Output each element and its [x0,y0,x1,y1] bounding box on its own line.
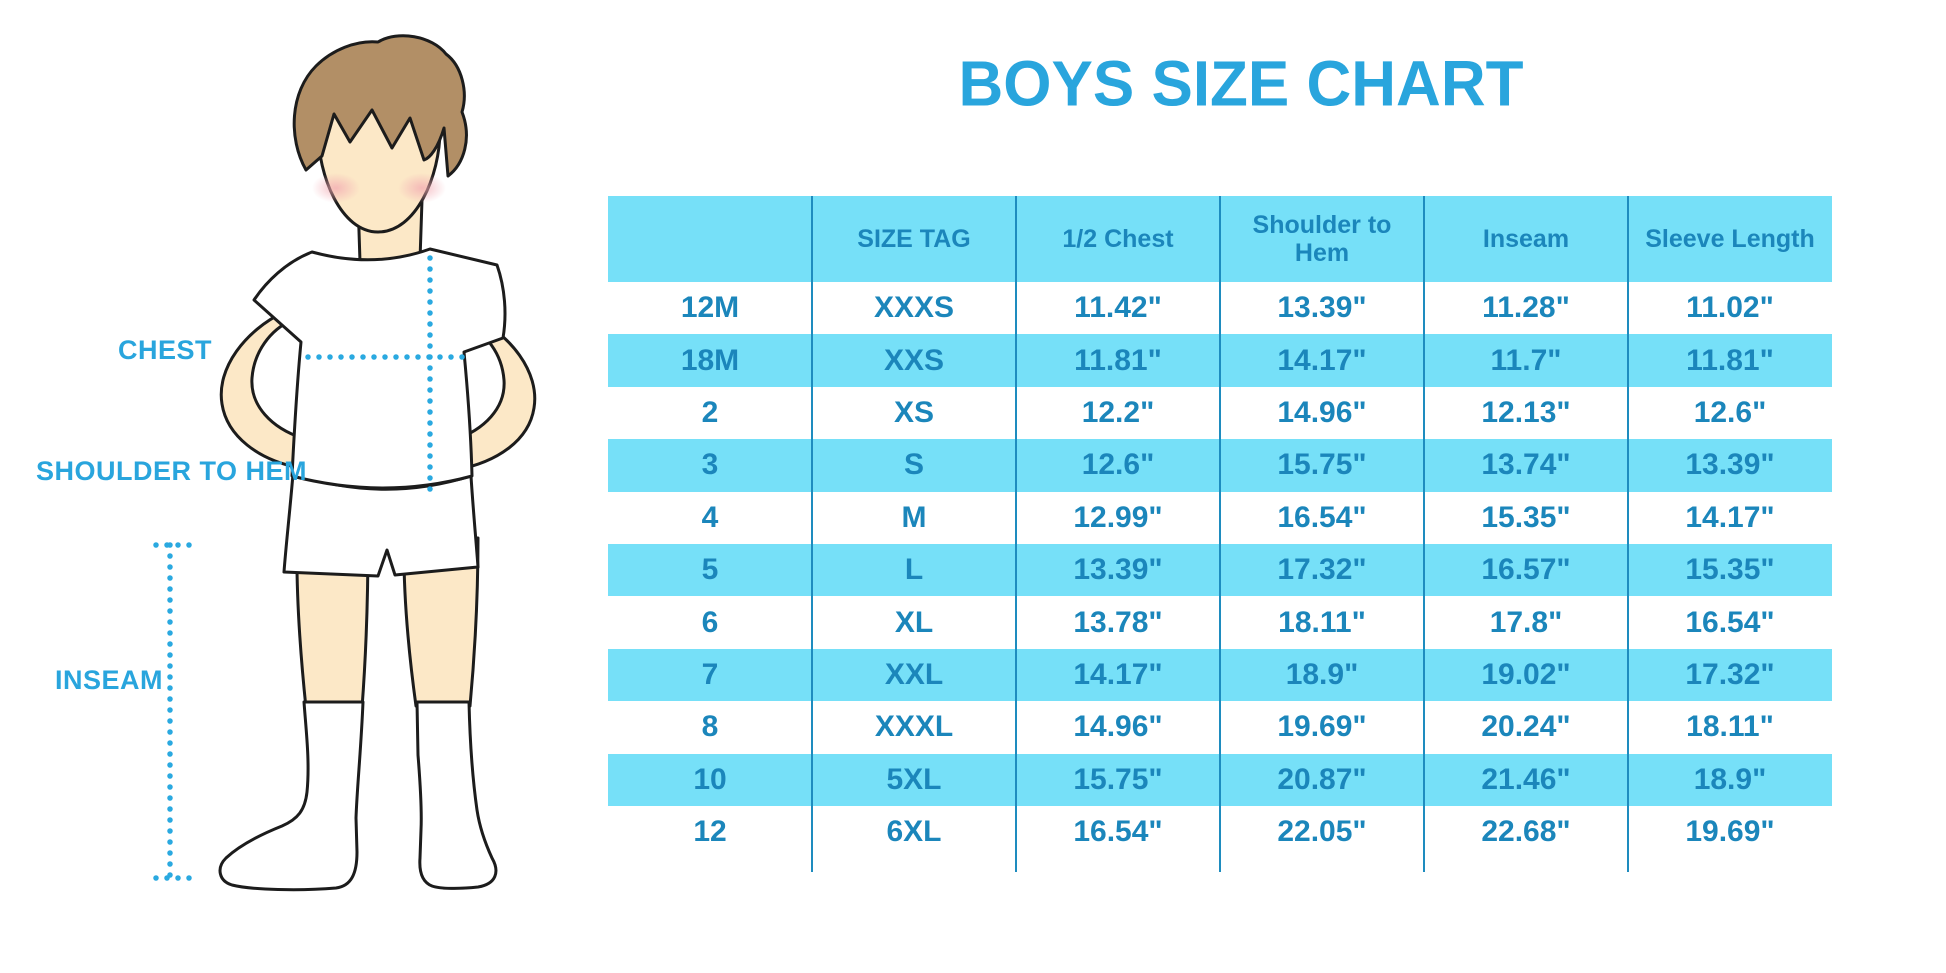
row-size-label: 8 [701,710,719,744]
row-size-label: 5 [701,553,719,587]
table-cell: 12.6" [1081,448,1155,482]
table-cell: 15.75" [1277,448,1367,482]
boy-shirt [252,247,507,490]
row-size-label: 3 [701,448,719,482]
table-cell: L [904,553,924,587]
table-cell: 12.13" [1481,395,1571,429]
column-header: 1/2 Chest [1062,224,1174,253]
column-header [608,196,812,282]
table-row: 2 XS 12.2" 14.96" 12.13" 12.6" [608,387,1832,439]
table-cell: 20.87" [1277,762,1367,796]
table-cell: 11.81" [1686,343,1774,377]
table-cell: 16.54" [1685,605,1775,639]
table-row: 4 M 12.99" 16.54" 15.35" 14.17" [608,492,1832,544]
boy-left-cheek-blush [312,173,360,203]
boy-left-sock [218,700,365,892]
table-cell: 19.69" [1685,815,1775,849]
table-cell: 15.75" [1073,762,1163,796]
table-cell: 13.39" [1073,553,1163,587]
table-cell: 16.54" [1073,815,1163,849]
table-cell: 17.8" [1489,605,1563,639]
table-cell: M [901,500,927,534]
chest-label: CHEST [118,335,213,365]
table-cell: 11.7" [1490,343,1562,377]
table-cell: XXS [883,343,945,377]
column-divider [810,196,813,872]
boy-hair [292,34,468,178]
table-cell: 22.05" [1277,815,1367,849]
table-row: 6 XL 13.78" 18.11" 17.8" 16.54" [608,596,1832,648]
table-cell: 17.32" [1685,657,1775,691]
table-cell: 11.02" [1686,291,1774,325]
table-cell: XXXS [873,291,955,325]
table-row: 8 XXXL 14.96" 19.69" 20.24" 18.11" [608,701,1832,753]
table-cell: 14.17" [1277,343,1367,377]
table-cell: 18.9" [1693,762,1767,796]
column-header: SIZE TAG [857,224,971,253]
table-cell: 19.69" [1277,710,1367,744]
table-cell: 13.74" [1481,448,1571,482]
table-cell: 14.17" [1073,657,1163,691]
table-cell: 18.11" [1686,710,1774,744]
table-cell: XS [893,395,935,429]
boy-right-cheek-blush [398,173,446,203]
row-size-label: 18M [680,343,740,377]
table-cell: 15.35" [1481,500,1571,534]
table-cell: 20.24" [1481,710,1571,744]
table-cell: 5XL [886,762,942,796]
table-row: 12 6XL 16.54" 22.05" 22.68" 19.69" [608,806,1832,858]
inseam-label: INSEAM [55,665,164,695]
table-cell: XXL [884,657,944,691]
table-cell: 6XL [886,815,942,849]
column-header: Shoulder to Hem [1252,210,1392,268]
table-cell: 13.78" [1073,605,1163,639]
table-cell: 16.57" [1481,553,1571,587]
table-cell: 14.17" [1685,500,1775,534]
column-divider [1014,196,1017,872]
table-cell: 11.81" [1074,343,1162,377]
page-title: BOYS SIZE CHART [958,48,1524,121]
table-cell: 12.99" [1073,500,1163,534]
column-header: Sleeve Length [1645,224,1815,253]
row-size-label: 2 [701,395,719,429]
table-cell: 22.68" [1481,815,1571,849]
size-table: SIZE TAG 1/2 Chest Shoulder to Hem Inseam Sl… [608,196,1832,872]
table-cell: 11.28" [1482,291,1570,325]
row-size-label: 10 [693,762,727,796]
table-cell: 18.11" [1278,605,1366,639]
boy-illustration [0,0,560,973]
boy-figure-svg [153,34,537,892]
table-cell: S [903,448,924,482]
row-size-label: 6 [701,605,719,639]
boy-left-arm [219,310,304,470]
column-divider [1626,196,1629,872]
column-header: Inseam [1482,224,1570,253]
table-cell: 15.35" [1685,553,1775,587]
table-cell: 11.42" [1074,291,1162,325]
row-size-label: 12M [680,291,740,325]
column-divider [1422,196,1425,872]
table-cell: 12.2" [1081,395,1155,429]
table-cell: 21.46" [1481,762,1571,796]
table-cell: 13.39" [1277,291,1367,325]
shoulder-to-hem-label: SHOULDER TO HEM [36,456,308,486]
column-divider [1218,196,1221,872]
row-size-label: 7 [701,657,719,691]
table-cell: 16.54" [1277,500,1367,534]
table-cell: 14.96" [1277,395,1367,429]
table-cell: 19.02" [1481,657,1571,691]
row-size-label: 4 [701,500,719,534]
row-size-label: 12 [693,815,727,849]
table-cell: 17.32" [1277,553,1367,587]
table-cell: 12.6" [1693,395,1767,429]
table-cell: XL [894,605,934,639]
table-cell: 18.9" [1285,657,1359,691]
table-cell: 14.96" [1073,710,1163,744]
table-row: 12M XXXS 11.42" 13.39" 11.28" 11.02" [608,282,1832,334]
table-cell: 13.39" [1685,448,1775,482]
table-cell: XXXL [874,710,954,744]
boy-right-sock [415,700,498,890]
